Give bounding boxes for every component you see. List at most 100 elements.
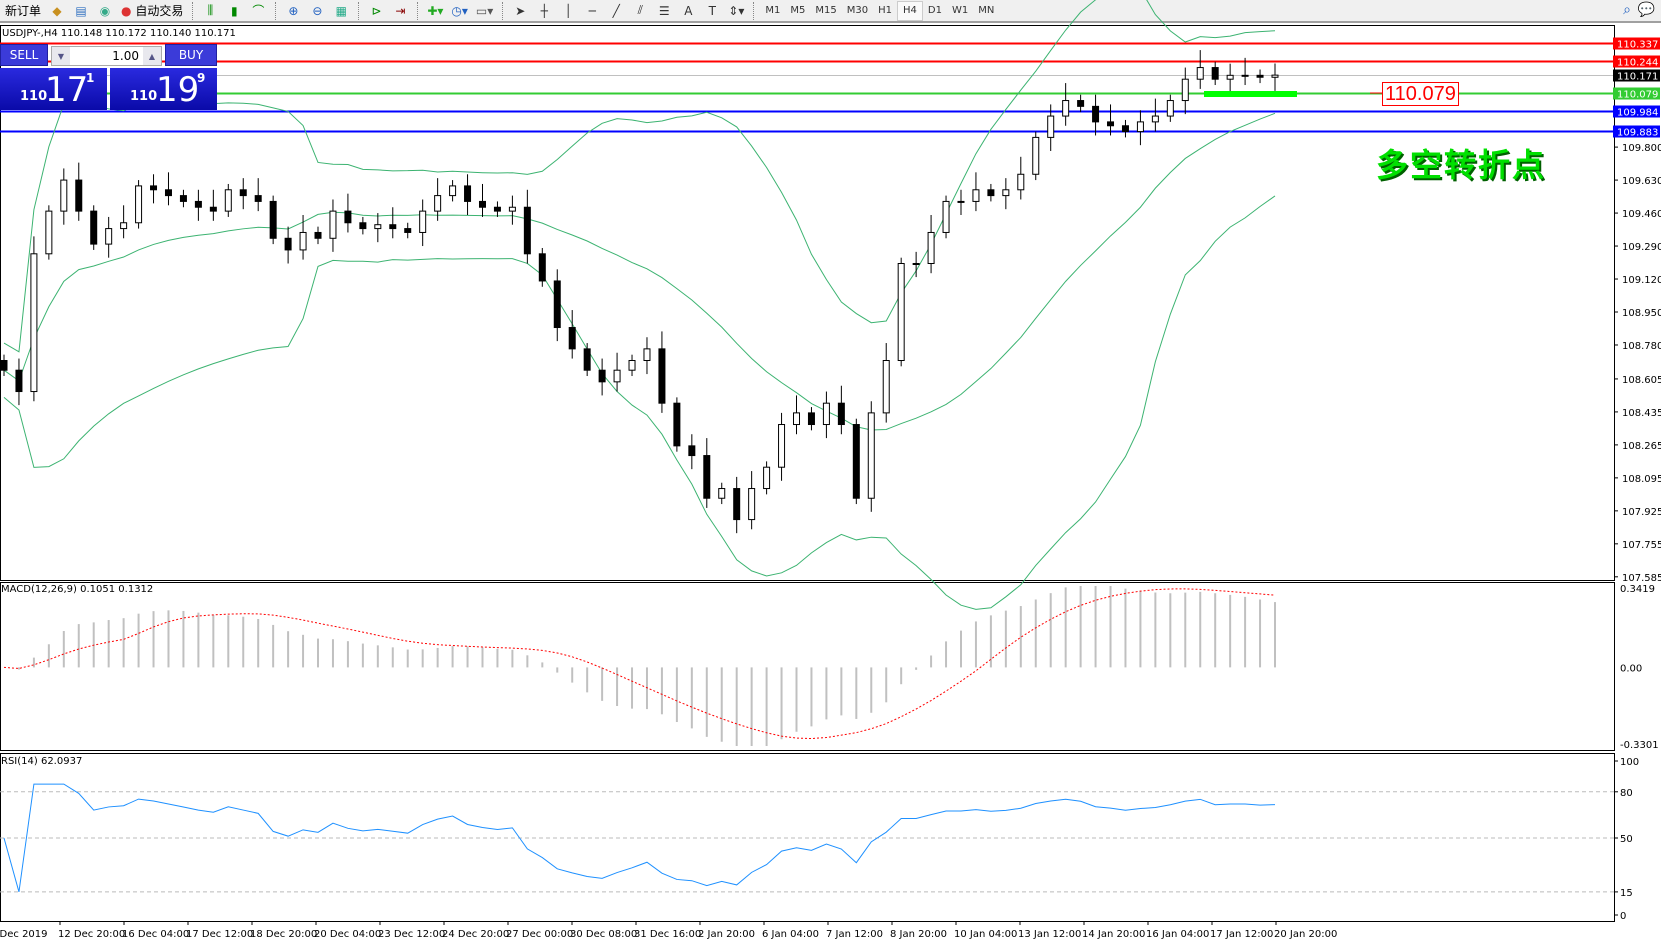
candle-body [508,206,516,212]
new-order-button[interactable]: 新订单 [2,1,44,21]
horizontal-line-icon[interactable]: ─ [588,3,596,18]
timeframe-m30[interactable]: M30 [846,5,869,16]
candle-body [464,185,472,202]
highlight-rectangle [1204,91,1297,97]
timeframe-mn[interactable]: MN [978,5,995,16]
price-axis-label: 109.800 [1622,143,1661,154]
candle-body [793,412,801,426]
bid-sup: 1 [86,71,95,85]
search-icon[interactable]: ⌕ [1623,2,1631,18]
data-window-icon[interactable]: ▤ [75,3,87,18]
buy-button[interactable]: BUY [165,44,217,66]
text-label-icon[interactable]: T [708,3,716,18]
candle-body [105,228,113,245]
timeframe-h4[interactable]: H4 [896,0,923,21]
equidistant-channel-icon[interactable]: ⫽ [637,3,643,17]
candle-body [628,360,636,371]
tile-windows-icon[interactable]: ▦ [335,3,348,18]
chart-shift-icon[interactable]: ⇥ [395,3,406,18]
timeframe-h1[interactable]: H1 [878,5,892,16]
ask-price[interactable]: 110 19 9 [110,68,217,110]
date-axis-label: 14 Jan 20:00 [1082,929,1145,940]
date-axis-label: 7 Jan 12:00 [826,929,883,940]
date-axis-label: 6 Jan 04:00 [762,929,819,940]
timeframe-m5[interactable]: M5 [790,5,806,16]
rsi-line [3,783,1276,893]
date-axis-label: 18 Dec 20:00 [250,929,317,940]
date-axis-label: 8 Jan 20:00 [890,929,947,940]
lots-increase-icon[interactable]: ▲ [143,47,161,65]
timeframe-w1[interactable]: W1 [951,5,969,16]
periods-icon[interactable]: ◷▾ [451,3,468,18]
timeframe-m15[interactable]: M15 [815,5,837,16]
candle-body [478,200,486,208]
macd-pane-frame [0,582,1615,751]
candle-body [269,200,277,239]
market-watch-icon[interactable]: ◆ [52,3,62,18]
text-annotation[interactable]: 多空转折点 [1376,146,1547,184]
indicators-icon[interactable]: ✚▾ [427,3,444,18]
candle-body [763,466,771,490]
date-axis-label: 12 Dec 20:00 [58,929,125,940]
fibonacci-icon[interactable]: ☰ [658,3,670,18]
zoom-in-icon[interactable]: ⊕ [288,3,299,18]
rsi-axis-label: 50 [1620,834,1633,845]
candle-body [553,280,561,329]
separator [753,1,755,20]
timeframe-bar: M1 M5 M15 M30 H1 H4 D1 W1 MN [760,0,999,21]
price-tag [1613,55,1660,68]
vertical-line-icon[interactable]: │ [564,3,572,18]
bar-chart-icon[interactable]: ⫼ [207,3,214,17]
candle-body [179,195,187,202]
candle-body [493,206,501,212]
lots-decrease-icon[interactable]: ▼ [52,47,70,65]
bollinger-lower [3,195,1276,610]
candle-body [224,189,232,212]
chat-icon[interactable]: 💬 [1637,2,1655,18]
auto-scroll-icon[interactable]: ⊳ [371,3,382,18]
trendline-icon[interactable]: ╱ [612,3,620,18]
candle-body [598,369,606,383]
candle-body [344,210,352,224]
timeframe-d1[interactable]: D1 [927,5,942,16]
sell-button[interactable]: SELL [0,44,48,66]
candle-body [60,179,68,212]
candle-body [254,195,262,202]
price-label-annotation[interactable]: 110.079 [1382,82,1459,106]
price-axis-label: 107.755 [1622,540,1661,551]
candlestick-icon[interactable]: ▮ [231,3,238,18]
candle-body [1032,136,1040,175]
timeframe-m1[interactable]: M1 [765,5,781,16]
crosshair-icon[interactable]: ┼ [540,3,548,18]
date-axis-label: 16 Jan 04:00 [1146,929,1209,940]
candle-body [120,222,128,230]
auto-trading-button[interactable]: ● 自动交易 [118,1,186,21]
bid-price[interactable]: 110 17 1 [0,68,107,110]
cursor-icon[interactable]: ➤ [515,3,526,18]
rsi-axis-label: 100 [1620,757,1639,768]
date-axis-label: 2 Jan 20:00 [698,929,755,940]
line-chart-icon[interactable]: ⌒ [252,4,265,18]
candle-body [449,185,457,197]
signal-icon[interactable]: ◉ [99,3,111,18]
candle-body [972,189,980,202]
zoom-out-icon[interactable]: ⊖ [312,3,323,18]
candle-body [1226,74,1234,80]
price-tag [1613,105,1660,118]
separator [275,1,277,20]
candle-body [1136,121,1144,133]
arrows-icon[interactable]: ⇕▾ [728,3,745,18]
date-axis-label: 20 Dec 04:00 [314,929,381,940]
templates-icon[interactable]: ▭▾ [475,3,494,18]
date-axis-label: 16 Dec 04:00 [122,929,189,940]
candle-body [583,348,591,371]
macd-axis-label: 0.3419 [1620,584,1655,595]
candle-body [778,424,786,468]
lots-input[interactable]: ▼ 1.00 ▲ [51,46,162,66]
price-tag-label: 110.079 [1617,90,1658,101]
candle-body [703,455,711,499]
text-icon[interactable]: A [684,3,693,18]
candle-body [688,445,696,457]
price-tag-label: 110.244 [1617,58,1658,69]
